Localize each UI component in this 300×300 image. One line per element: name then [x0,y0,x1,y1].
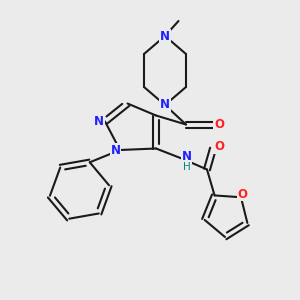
Text: O: O [214,140,224,154]
Text: N: N [94,115,104,128]
Text: N: N [182,150,192,163]
Text: O: O [238,188,248,201]
Text: N: N [160,29,170,43]
Text: N: N [110,143,121,157]
Text: N: N [160,98,170,112]
Text: H: H [183,162,190,172]
Text: O: O [214,118,224,131]
